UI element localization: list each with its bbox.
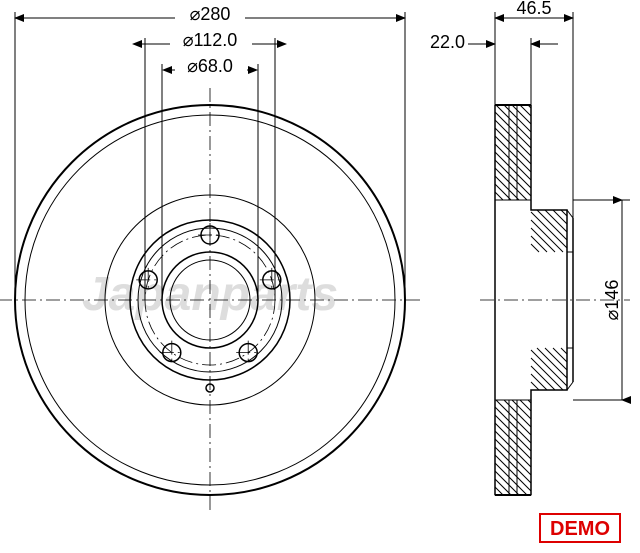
dim-w46_5: 46.5: [516, 0, 551, 18]
demo-text: DEMO: [550, 518, 610, 540]
dim-dia112: ⌀112.0: [183, 30, 238, 50]
dim-dia280: ⌀280: [190, 4, 231, 24]
dimensions: ⌀280 ⌀112.0 ⌀68.0 46.5 22.0 ⌀146: [15, 0, 630, 400]
brake-disc-drawing: Japanparts: [0, 0, 640, 553]
demo-stamp: DEMO: [540, 514, 620, 542]
dim-dia68: ⌀68.0: [187, 56, 233, 76]
dim-dia146: ⌀146: [602, 280, 622, 321]
dim-w22: 22.0: [430, 32, 465, 52]
